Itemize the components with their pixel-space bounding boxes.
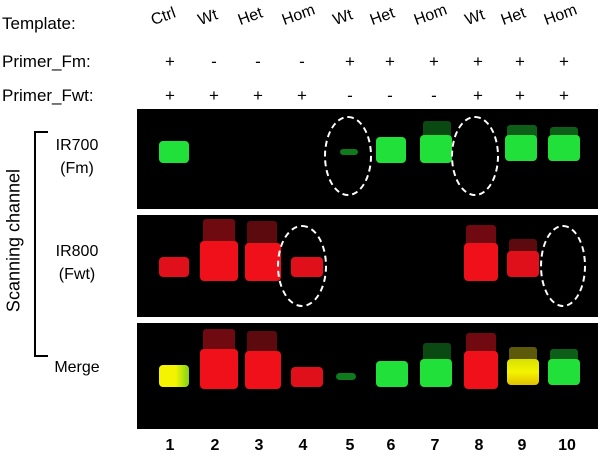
lane-3-fm-sign: - [255,52,261,71]
ir800-lane-8-band [464,243,498,281]
lane-number-10: 10 [558,437,576,454]
lane-3-fwt-sign: + [253,86,263,105]
merge-lane-9-smear [509,347,537,361]
lane-number-7: 7 [430,437,440,454]
lane-6-fwt-sign: - [387,86,393,105]
lane-6-template: Het [367,4,398,30]
lane-number-9: 9 [517,437,527,454]
ir700-gel-panel [137,109,598,209]
merge-gel-panel [137,323,598,429]
merge-lane-8-band [464,351,498,389]
primer-fwt-row-label: Primer_Fwt: [2,86,94,105]
lane-5-fm-sign: + [345,52,355,71]
lane-number-6: 6 [386,437,396,454]
lane-3-template: Het [235,4,266,30]
ir700-lane-1-band [159,141,189,163]
lane-7-fwt-sign: - [431,86,437,105]
lane-number-4: 4 [298,437,308,454]
lane-10-fwt-sign: + [559,86,569,105]
lane-4-fm-sign: - [299,52,305,71]
lane-number-1: 1 [165,437,175,454]
lane-4-fwt-sign: + [297,86,307,105]
lane-2-fm-sign: - [211,52,217,71]
lane-9-fm-sign: + [515,52,525,71]
lane-10-template: Hom [541,1,580,30]
lane-7-fm-sign: + [429,52,439,71]
lane-8-fm-sign: + [473,52,483,71]
ir700-lane-5-circle [324,116,372,196]
lane-1-template: Ctrl [148,4,179,30]
merge-channel-label: Merge [54,359,100,376]
merge-lane-7-smear [423,343,451,363]
channel-bracket [34,131,48,357]
merge-lane-7-band [420,359,452,387]
ir700-lane-8-circle [451,116,499,196]
merge-lane-10-smear [550,349,578,361]
lane-1-fwt-sign: + [165,86,175,105]
ir800-lane-1-band [159,257,189,277]
ir800-lane-2-band [200,241,238,281]
lane-4-template: Hom [279,1,318,30]
ir700-lane-7-band [420,135,452,163]
ir800-label-line2: (Fwt) [58,266,96,283]
ir700-lane-6-band [376,137,406,163]
scanning-channel-title: Scanning channel [3,168,24,313]
lane-6-fm-sign: + [385,52,395,71]
merge-lane-9-band [507,359,539,385]
lane-number-3: 3 [254,437,264,454]
ir800-lane-10-circle [540,225,586,307]
ir700-lane-9-band [505,135,537,161]
ir700-label-line2: (Fm) [60,160,94,177]
ir800-label-line1: IR800 [55,243,99,260]
lane-2-template: Wt [195,6,221,30]
lane-number-5: 5 [345,437,355,454]
merge-lane-2-band [200,349,238,389]
lane-8-fwt-sign: + [473,86,483,105]
ir800-lane-4-circle [277,225,327,307]
merge-lane-1-band [159,365,189,387]
merge-lane-6-band [376,361,408,387]
lane-5-fwt-sign: - [347,86,353,105]
ir800-lane-9-band [507,251,539,277]
ir700-label-line1: IR700 [55,137,99,154]
template-row-label: Template: [2,14,76,33]
lane-10-fm-sign: + [559,52,569,71]
ir800-lane-9-smear [509,239,537,253]
primer-fm-row-label: Primer_Fm: [2,52,91,71]
merge-lane-10-band [548,359,580,385]
ir700-channel-label: IR700 (Fm) [37,134,117,180]
ir800-lane-3-band [245,243,281,281]
ir800-gel-panel [137,215,598,317]
ir700-lane-10-band [548,135,580,161]
lane-2-fwt-sign: + [209,86,219,105]
lane-7-template: Hom [411,1,450,30]
merge-lane-5-band [336,373,356,380]
merge-lane-4-band [291,367,323,387]
ir800-channel-label: IR800 (Fwt) [37,240,117,286]
lane-8-template: Wt [462,6,488,30]
merge-lane-3-band [245,351,281,389]
lane-5-template: Wt [330,6,356,30]
lane-9-fwt-sign: + [515,86,525,105]
lane-9-template: Het [498,4,529,30]
lane-number-8: 8 [474,437,484,454]
lane-1-fm-sign: + [165,52,175,71]
lane-number-2: 2 [210,437,220,454]
